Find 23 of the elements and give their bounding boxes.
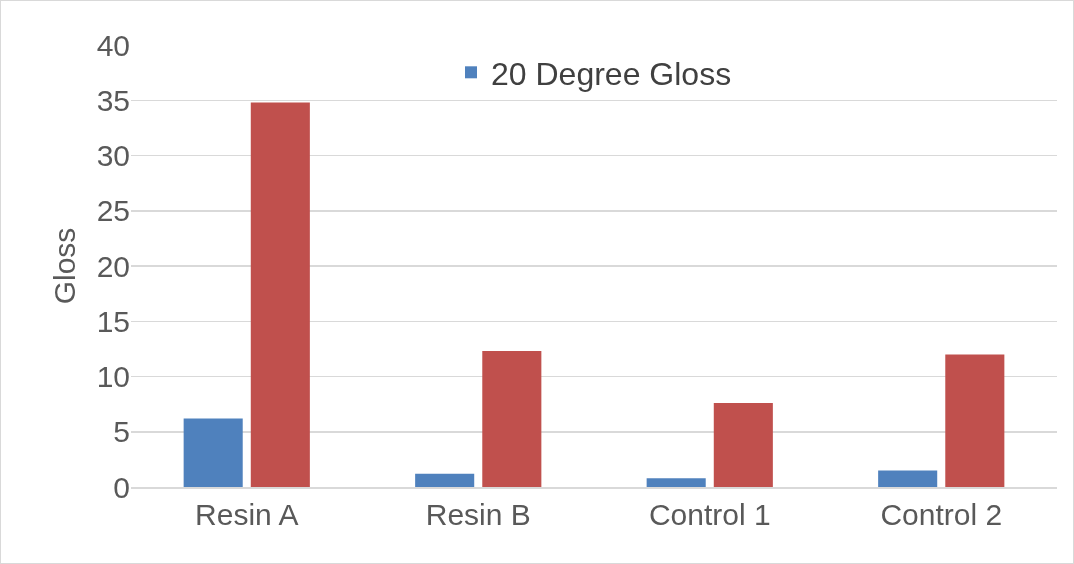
x-tick-label: Control 1 xyxy=(648,498,771,531)
bar xyxy=(415,473,475,487)
legend-label: 20 Degree Gloss xyxy=(491,55,732,92)
y-tick-label: 0 xyxy=(113,470,130,504)
y-tick-label: 10 xyxy=(96,360,130,393)
bar xyxy=(945,354,1005,487)
y-tick-label: 25 xyxy=(96,194,130,228)
y-tick-label: 40 xyxy=(96,28,130,62)
bar xyxy=(878,470,938,487)
y-tick-label: 35 xyxy=(96,83,130,117)
bar xyxy=(646,478,706,487)
bar xyxy=(250,102,310,487)
y-tick-label: 20 xyxy=(96,249,130,283)
x-tick-label: Resin B xyxy=(425,498,531,531)
y-tick-label: 30 xyxy=(96,139,130,172)
bar xyxy=(713,403,773,487)
y-axis-title: Gloss xyxy=(47,227,81,305)
x-tick-label: Resin A xyxy=(195,498,299,531)
y-tick-label: 5 xyxy=(113,415,130,449)
x-tick-label: Control 2 xyxy=(880,498,1003,531)
y-tick-label: 15 xyxy=(96,304,130,338)
bar xyxy=(482,351,542,487)
bar xyxy=(183,418,243,487)
